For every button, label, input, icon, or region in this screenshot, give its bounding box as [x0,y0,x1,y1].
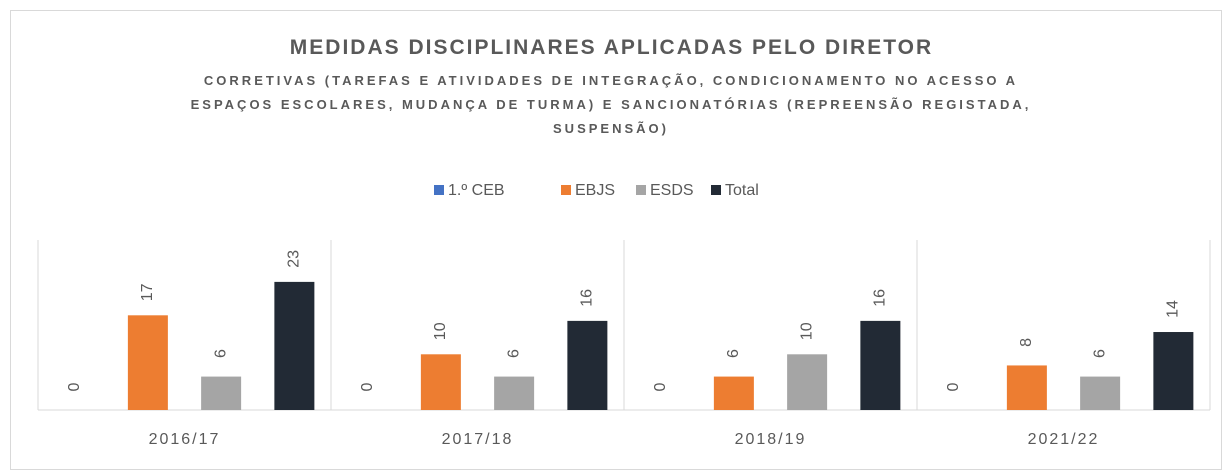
legend-swatch [561,185,571,195]
bar [127,315,168,410]
data-label: 6 [505,349,522,358]
data-label: 10 [798,322,815,340]
data-label: 6 [1091,349,1108,358]
legend-label: Total [725,182,759,199]
x-tick-label: 2021/22 [1028,431,1100,448]
x-tick-label: 2017/18 [442,431,514,448]
data-label: 0 [945,382,962,391]
data-label: 0 [652,382,669,391]
data-label: 14 [1165,300,1182,318]
legend-swatch [636,185,646,195]
bar [1006,365,1047,410]
bar [787,354,828,410]
bar [860,320,901,410]
bar [567,320,608,410]
data-label: 23 [286,250,303,268]
data-label: 16 [579,289,596,307]
x-tick-label: 2016/17 [149,431,221,448]
bar [274,281,315,410]
legend-swatch [711,185,721,195]
bar [713,376,754,410]
legend-swatch [434,185,444,195]
data-label: 17 [139,283,156,301]
data-label: 6 [725,349,742,358]
legend-label: EBJS [575,182,615,199]
chart-title: MEDIDAS DISCIPLINARES APLICADAS PELO DIR… [289,36,934,59]
bar [420,354,461,410]
legend-label: ESDS [650,182,694,199]
legend-label: 1.º CEB [448,182,505,199]
x-tick-label: 2018/19 [735,431,807,448]
chart-subtitle: CORRETIVAS (TAREFAS E ATIVIDADES DE INTE… [190,73,1032,136]
bar [1153,332,1194,410]
data-label: 0 [359,382,376,391]
bar [1080,376,1121,410]
bar [201,376,242,410]
data-label: 16 [872,289,889,307]
data-label: 10 [432,322,449,340]
bar [494,376,535,410]
data-label: 0 [66,382,83,391]
data-label: 6 [212,349,229,358]
data-label: 8 [1018,338,1035,347]
